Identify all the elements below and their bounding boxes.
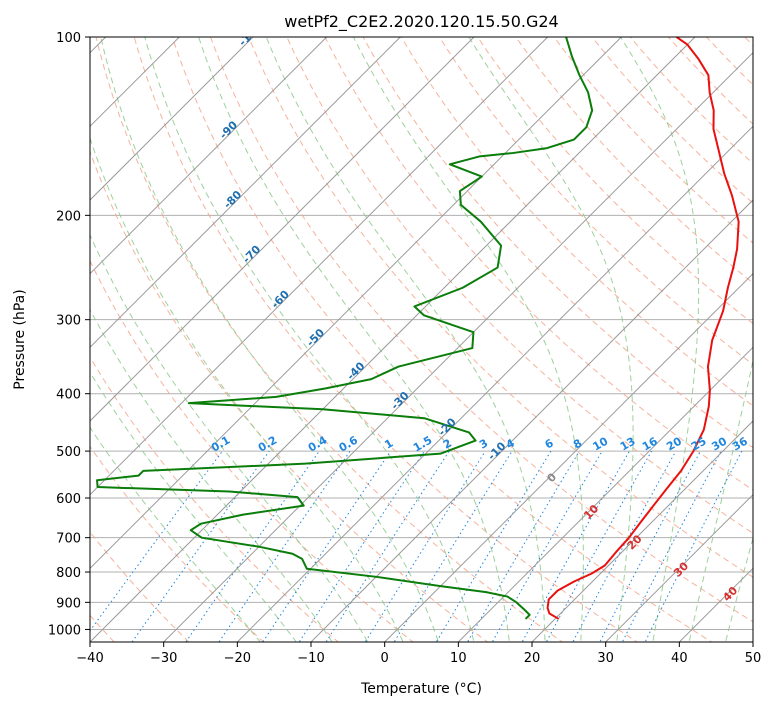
mixing-ratio-line — [435, 450, 552, 642]
dry-adiabat-line — [248, 37, 753, 578]
moist-adiabat-line — [144, 37, 475, 642]
moist-adiabat-line — [198, 37, 510, 642]
x-tick-label: 10 — [450, 651, 467, 666]
isotherm-line — [384, 272, 753, 642]
y-tick-label: 200 — [56, 209, 81, 224]
dry-adiabat-line — [90, 445, 265, 642]
y-axis-label: Pressure (hPa) — [12, 289, 28, 389]
isotherm-label: -100 — [236, 20, 265, 49]
moist-adiabats — [90, 37, 753, 642]
y-tick-label: 700 — [56, 532, 81, 547]
moist-adiabat-line — [468, 37, 634, 642]
y-tick-label: 500 — [56, 445, 81, 460]
x-tick-label: −10 — [297, 651, 324, 666]
isotherm-line — [90, 37, 328, 275]
x-tick-label: 50 — [745, 651, 762, 666]
mixing-ratio-line — [521, 450, 630, 642]
mixing-ratio-line — [466, 450, 580, 642]
plot-frame — [89, 36, 754, 643]
dewpoint-profile-line — [96, 37, 594, 620]
chart-title: wetPf2_C2E2.2020.120.15.50.G24 — [284, 12, 558, 32]
x-tick-label: 20 — [524, 651, 541, 666]
isotherm-line — [531, 420, 753, 642]
y-tick-label: 600 — [56, 492, 81, 507]
x-tick-label: −20 — [224, 651, 251, 666]
mixing-ratio-line — [90, 450, 223, 632]
mixing-ratio-line — [393, 450, 513, 642]
y-tick-label: 800 — [56, 566, 81, 581]
dry-adiabat-line — [171, 37, 713, 642]
plot-area — [90, 37, 753, 642]
moist-adiabat-line — [265, 37, 546, 642]
dry-adiabat-line — [90, 356, 339, 642]
x-tick-label: −30 — [150, 651, 177, 666]
moist-adiabat-line — [100, 37, 440, 642]
moist-adiabat-line — [725, 536, 753, 642]
y-axis-ticks: 100 200 300 400 500 600 700 800 900 1000 — [48, 31, 90, 638]
isotherm-line — [90, 37, 475, 422]
dry-adiabat-line — [209, 37, 753, 623]
y-tick-label: 1000 — [48, 623, 81, 638]
mixing-ratio-line — [218, 450, 351, 642]
isotherm-line — [90, 37, 549, 496]
dry-adiabat-line — [286, 37, 753, 534]
x-tick-label: 40 — [671, 651, 688, 666]
y-tick-label: 300 — [56, 314, 81, 329]
y-tick-label: 400 — [56, 388, 81, 403]
moist-adiabat-line — [90, 426, 261, 642]
x-axis-label: Temperature (°C) — [360, 681, 482, 697]
moist-adiabat-line — [90, 308, 333, 642]
x-tick-label: 30 — [597, 651, 614, 666]
y-tick-label: 100 — [56, 31, 81, 46]
dry-adiabat-line — [438, 37, 753, 366]
moist-adiabat-line — [90, 371, 297, 642]
mixing-ratio-line — [298, 450, 425, 642]
isotherm-line — [90, 37, 254, 201]
isotherm-line — [90, 37, 622, 570]
sounding-profiles — [96, 37, 740, 620]
x-tick-label: 0 — [381, 651, 389, 666]
isotherm-line — [236, 125, 753, 642]
mixing-ratio-line — [621, 450, 722, 642]
x-tick-label: −40 — [76, 651, 103, 666]
mixing-ratio-line — [545, 450, 653, 642]
moist-adiabat-line — [620, 37, 700, 642]
mixing-ratio-line — [572, 450, 677, 642]
dry-adiabat-line — [324, 37, 753, 491]
mixing-ratio-line — [325, 450, 450, 642]
dry-adiabat-line — [95, 37, 564, 642]
dry-adiabat-line — [362, 37, 753, 449]
isotherm-line — [310, 199, 753, 642]
temperature-profile-line — [546, 37, 740, 620]
isotherm-line — [163, 51, 753, 642]
mixing-ratio-lines — [90, 450, 743, 642]
moist-adiabat-line — [688, 358, 753, 642]
moist-adiabat-line — [353, 37, 584, 642]
isotherm-line — [605, 493, 753, 642]
dry-adiabat-line — [133, 37, 638, 642]
isotherm-line — [90, 37, 401, 349]
mixing-ratio-line — [599, 450, 701, 642]
isotherms — [90, 37, 753, 642]
x-axis-ticks: −40 −30 −20 −10 0 10 20 30 40 50 — [76, 642, 761, 666]
dry-adiabat-line — [400, 37, 753, 407]
mixing-ratio-line — [491, 450, 603, 642]
isotherm-line — [457, 346, 753, 642]
moist-adiabat-line — [90, 136, 404, 642]
y-tick-label: 900 — [56, 596, 81, 611]
isotherm-line — [90, 37, 696, 642]
